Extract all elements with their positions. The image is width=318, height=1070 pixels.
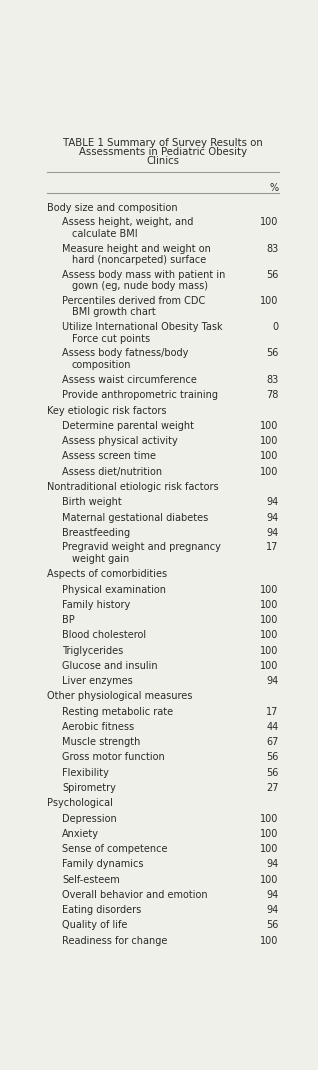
Text: Assess body fatness/body: Assess body fatness/body bbox=[62, 349, 188, 358]
Text: 100: 100 bbox=[260, 452, 279, 461]
Text: Measure height and weight on: Measure height and weight on bbox=[62, 244, 211, 254]
Text: 0: 0 bbox=[273, 322, 279, 332]
Text: composition: composition bbox=[72, 360, 131, 369]
Text: Body size and composition: Body size and composition bbox=[47, 203, 178, 213]
Text: 94: 94 bbox=[266, 859, 279, 869]
Text: 100: 100 bbox=[260, 467, 279, 477]
Text: 100: 100 bbox=[260, 645, 279, 656]
Text: Glucose and insulin: Glucose and insulin bbox=[62, 661, 157, 671]
Text: 100: 100 bbox=[260, 437, 279, 446]
Text: Readiness for change: Readiness for change bbox=[62, 935, 167, 946]
Text: weight gain: weight gain bbox=[72, 554, 129, 564]
Text: 100: 100 bbox=[260, 874, 279, 885]
Text: 100: 100 bbox=[260, 935, 279, 946]
Text: Force cut points: Force cut points bbox=[72, 334, 150, 343]
Text: Anxiety: Anxiety bbox=[62, 829, 99, 839]
Text: Nontraditional etiologic risk factors: Nontraditional etiologic risk factors bbox=[47, 482, 219, 492]
Text: 83: 83 bbox=[266, 376, 279, 385]
Text: 56: 56 bbox=[266, 752, 279, 763]
Text: 56: 56 bbox=[266, 270, 279, 279]
Text: 100: 100 bbox=[260, 844, 279, 854]
Text: Eating disorders: Eating disorders bbox=[62, 905, 141, 915]
Text: Muscle strength: Muscle strength bbox=[62, 737, 140, 747]
Text: Physical examination: Physical examination bbox=[62, 584, 166, 595]
Text: Key etiologic risk factors: Key etiologic risk factors bbox=[47, 406, 167, 415]
Text: Depression: Depression bbox=[62, 813, 117, 824]
Text: 94: 94 bbox=[266, 513, 279, 522]
Text: Assessments in Pediatric Obesity: Assessments in Pediatric Obesity bbox=[79, 148, 247, 157]
Text: 56: 56 bbox=[266, 920, 279, 931]
Text: Overall behavior and emotion: Overall behavior and emotion bbox=[62, 890, 208, 900]
Text: hard (noncarpeted) surface: hard (noncarpeted) surface bbox=[72, 255, 206, 265]
Text: 100: 100 bbox=[260, 829, 279, 839]
Text: Blood cholesterol: Blood cholesterol bbox=[62, 630, 146, 640]
Text: Breastfeeding: Breastfeeding bbox=[62, 528, 130, 538]
Text: 100: 100 bbox=[260, 630, 279, 640]
Text: Clinics: Clinics bbox=[147, 156, 179, 167]
Text: Gross motor function: Gross motor function bbox=[62, 752, 165, 763]
Text: 17: 17 bbox=[266, 542, 279, 552]
Text: 94: 94 bbox=[266, 676, 279, 686]
Text: Birth weight: Birth weight bbox=[62, 498, 122, 507]
Text: Resting metabolic rate: Resting metabolic rate bbox=[62, 706, 173, 717]
Text: Percentiles derived from CDC: Percentiles derived from CDC bbox=[62, 296, 205, 306]
Text: Spirometry: Spirometry bbox=[62, 783, 116, 793]
Text: Maternal gestational diabetes: Maternal gestational diabetes bbox=[62, 513, 208, 522]
Text: 100: 100 bbox=[260, 217, 279, 228]
Text: Assess body mass with patient in: Assess body mass with patient in bbox=[62, 270, 225, 279]
Text: 100: 100 bbox=[260, 615, 279, 625]
Text: 100: 100 bbox=[260, 296, 279, 306]
Text: Quality of life: Quality of life bbox=[62, 920, 127, 931]
Text: 100: 100 bbox=[260, 600, 279, 610]
Text: Assess screen time: Assess screen time bbox=[62, 452, 156, 461]
Text: Aerobic fitness: Aerobic fitness bbox=[62, 722, 134, 732]
Text: TABLE 1 Summary of Survey Results on: TABLE 1 Summary of Survey Results on bbox=[63, 138, 263, 149]
Text: 56: 56 bbox=[266, 349, 279, 358]
Text: 67: 67 bbox=[266, 737, 279, 747]
Text: Assess diet/nutrition: Assess diet/nutrition bbox=[62, 467, 162, 477]
Text: 44: 44 bbox=[266, 722, 279, 732]
Text: Provide anthropometric training: Provide anthropometric training bbox=[62, 391, 218, 400]
Text: Aspects of comorbidities: Aspects of comorbidities bbox=[47, 569, 167, 579]
Text: 78: 78 bbox=[266, 391, 279, 400]
Text: 100: 100 bbox=[260, 661, 279, 671]
Text: Family history: Family history bbox=[62, 600, 130, 610]
Text: Pregravid weight and pregnancy: Pregravid weight and pregnancy bbox=[62, 542, 221, 552]
Text: 27: 27 bbox=[266, 783, 279, 793]
Text: 100: 100 bbox=[260, 584, 279, 595]
Text: Assess height, weight, and: Assess height, weight, and bbox=[62, 217, 193, 228]
Text: Utilize International Obesity Task: Utilize International Obesity Task bbox=[62, 322, 223, 332]
Text: 94: 94 bbox=[266, 498, 279, 507]
Text: Other physiological measures: Other physiological measures bbox=[47, 691, 192, 701]
Text: 94: 94 bbox=[266, 528, 279, 538]
Text: 100: 100 bbox=[260, 421, 279, 431]
Text: 17: 17 bbox=[266, 706, 279, 717]
Text: Sense of competence: Sense of competence bbox=[62, 844, 168, 854]
Text: Determine parental weight: Determine parental weight bbox=[62, 421, 194, 431]
Text: 100: 100 bbox=[260, 813, 279, 824]
Text: Family dynamics: Family dynamics bbox=[62, 859, 143, 869]
Text: Liver enzymes: Liver enzymes bbox=[62, 676, 133, 686]
Text: 94: 94 bbox=[266, 905, 279, 915]
Text: Assess waist circumference: Assess waist circumference bbox=[62, 376, 197, 385]
Text: calculate BMI: calculate BMI bbox=[72, 229, 137, 239]
Text: Psychological: Psychological bbox=[47, 798, 113, 808]
Text: BMI growth chart: BMI growth chart bbox=[72, 307, 156, 318]
Text: Self-esteem: Self-esteem bbox=[62, 874, 120, 885]
Text: 94: 94 bbox=[266, 890, 279, 900]
Text: 83: 83 bbox=[266, 244, 279, 254]
Text: Assess physical activity: Assess physical activity bbox=[62, 437, 178, 446]
Text: 56: 56 bbox=[266, 767, 279, 778]
Text: Flexibility: Flexibility bbox=[62, 767, 109, 778]
Text: %: % bbox=[270, 183, 279, 193]
Text: Triglycerides: Triglycerides bbox=[62, 645, 123, 656]
Text: BP: BP bbox=[62, 615, 75, 625]
Text: gown (eg, nude body mass): gown (eg, nude body mass) bbox=[72, 281, 208, 291]
